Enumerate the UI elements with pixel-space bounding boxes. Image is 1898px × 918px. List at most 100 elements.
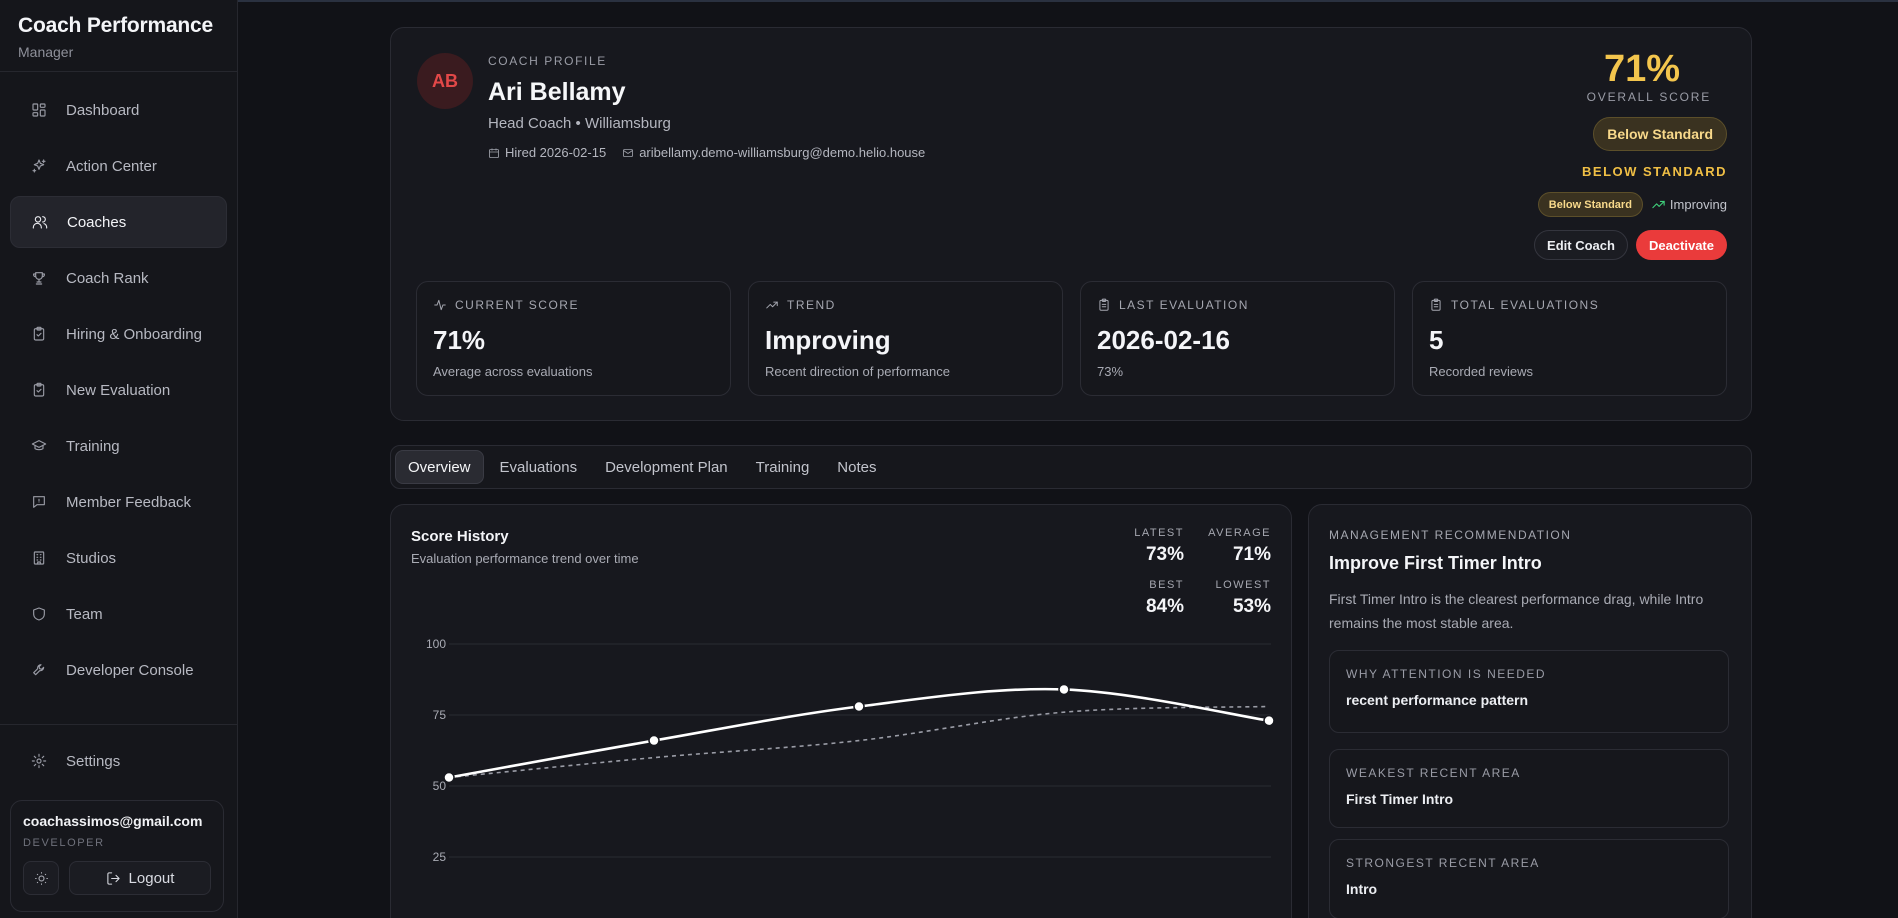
recommendation-description: First Timer Intro is the clearest perfor…: [1329, 591, 1704, 631]
tab-development-plan[interactable]: Development Plan: [605, 458, 728, 476]
y-tick-label: 50: [433, 779, 447, 793]
stat-card-last-evaluation: LAST EVALUATION 2026-02-16 73%: [1080, 281, 1395, 396]
stat-card-value: 71%: [433, 325, 486, 355]
kpi-value: 73%: [1145, 544, 1184, 565]
kpi-average: AVERAGE 71%: [1208, 527, 1271, 566]
hired-date: Hired 2026-02-15: [488, 145, 606, 160]
status-mini-badge: Below Standard: [1537, 192, 1643, 217]
sidebar-item-action-center[interactable]: Action Center: [10, 140, 227, 192]
sidebar-item-studios[interactable]: Studios: [10, 532, 227, 584]
sidebar-item-member-feedback[interactable]: Member Feedback: [10, 476, 227, 528]
kpi-best: BEST 84%: [1146, 579, 1184, 618]
logout-button[interactable]: Logout: [69, 861, 211, 895]
top-border: [238, 0, 1898, 2]
kpi-value: 53%: [1232, 596, 1271, 617]
stat-card-label: LAST EVALUATION: [1119, 298, 1249, 312]
stat-card-value: 2026-02-16: [1097, 325, 1230, 355]
grid-icon: [30, 101, 48, 119]
sidebar-item-new-evaluation[interactable]: New Evaluation: [10, 364, 227, 416]
stat-card-label: CURRENT SCORE: [455, 298, 579, 312]
profile-kicker: COACH PROFILE: [488, 54, 607, 68]
sidebar-item-label: Training: [66, 437, 120, 455]
sidebar-item-label: Coach Rank: [66, 269, 149, 287]
coach-profile-panel: AB COACH PROFILE Ari Bellamy Head Coach …: [390, 27, 1752, 421]
sidebar-item-label: Action Center: [66, 157, 157, 175]
sidebar-item-label: Studios: [66, 549, 117, 567]
score-point: [443, 771, 455, 784]
stat-card-sub: 73%: [1097, 364, 1124, 379]
average-trend-line: [448, 705, 1270, 779]
profile-tabs: Overview Evaluations Development Plan Tr…: [390, 445, 1752, 489]
stat-card-header: TREND: [765, 298, 1046, 312]
theme-toggle-button[interactable]: [23, 861, 59, 895]
status-text: BELOW STANDARD: [1582, 164, 1727, 179]
logout-icon: [106, 871, 120, 885]
kpi-value: 71%: [1232, 544, 1271, 565]
clipboard-check-icon: [30, 381, 48, 399]
stat-card-value: Improving: [765, 325, 891, 355]
overall-score-label: OVERALL SCORE: [1586, 90, 1711, 104]
stat-card-label: TREND: [787, 298, 836, 312]
stat-cards: CURRENT SCORE 71% Average across evaluat…: [416, 281, 1727, 396]
gear-icon: [30, 752, 48, 770]
sidebar-item-developer-console[interactable]: Developer Console: [10, 644, 227, 696]
status-badge: Below Standard: [1593, 117, 1727, 151]
deactivate-button[interactable]: Deactivate: [1635, 230, 1727, 260]
y-tick-label: 25: [433, 850, 447, 864]
box-value: First Timer Intro: [1346, 791, 1454, 807]
sidebar-item-coach-rank[interactable]: Coach Rank: [10, 252, 227, 304]
score-history-panel: Score History Evaluation performance tre…: [390, 504, 1292, 918]
wrench-icon: [30, 661, 48, 679]
stat-card-header: TOTAL EVALUATIONS: [1429, 298, 1710, 312]
edit-coach-button[interactable]: Edit Coach: [1534, 230, 1628, 260]
tab-evaluations[interactable]: Evaluations: [499, 458, 578, 476]
box-value: Intro: [1346, 881, 1378, 897]
brand-subtitle: Manager: [18, 44, 74, 60]
kpi-label: LOWEST: [1215, 579, 1271, 591]
kpi-label: LATEST: [1134, 527, 1184, 539]
score-point: [1058, 683, 1070, 696]
y-tick-label: 75: [433, 708, 447, 722]
brand-title: Coach Performance: [18, 14, 214, 37]
sidebar-item-settings[interactable]: Settings: [10, 735, 227, 787]
avatar: AB: [417, 53, 473, 109]
stat-card-current-score: CURRENT SCORE 71% Average across evaluat…: [416, 281, 731, 396]
stat-card-value: 5: [1429, 325, 1444, 355]
score-history-chart: 100 75 50 25: [426, 637, 1275, 864]
strongest-area-box: STRONGEST RECENT AREA Intro: [1329, 839, 1729, 918]
sidebar-item-training[interactable]: Training: [10, 420, 227, 472]
sidebar-bottom: Settings: [0, 724, 237, 791]
y-tick-label: 100: [426, 637, 446, 651]
sidebar-item-hiring-onboarding[interactable]: Hiring & Onboarding: [10, 308, 227, 360]
trend-indicator-label: Improving: [1669, 197, 1727, 212]
hired-date-text: Hired 2026-02-15: [505, 145, 607, 160]
sidebar-item-dashboard[interactable]: Dashboard: [10, 84, 227, 136]
sidebar-item-label: Settings: [66, 752, 121, 770]
trending-up-icon: [766, 301, 778, 309]
coach-role-location: Head Coach • Williamsburg: [488, 115, 671, 132]
message-icon: [30, 493, 48, 511]
tab-notes[interactable]: Notes: [837, 458, 877, 476]
coach-email-text: aribellamy.demo-williamsburg@demo.helio.…: [639, 145, 926, 160]
kpi-lowest: LOWEST 53%: [1216, 579, 1271, 618]
sidebar-item-label: Hiring & Onboarding: [66, 325, 202, 343]
score-point: [853, 700, 865, 713]
stat-card-header: LAST EVALUATION: [1097, 298, 1378, 312]
trend-indicator: Improving: [1651, 197, 1727, 212]
management-recommendation-panel: MANAGEMENT RECOMMENDATION Improve First …: [1308, 504, 1752, 918]
stat-card-sub: Recent direction of performance: [765, 364, 950, 379]
sidebar-item-coaches[interactable]: Coaches: [10, 196, 227, 248]
stat-card-total-evaluations: TOTAL EVALUATIONS 5 Recorded reviews: [1412, 281, 1727, 396]
sparkles-icon: [30, 157, 48, 175]
kpi-label: BEST: [1149, 579, 1184, 591]
trending-up-icon: [1652, 200, 1665, 209]
box-label: STRONGEST RECENT AREA: [1346, 856, 1540, 870]
tab-overview[interactable]: Overview: [395, 450, 484, 484]
stat-card-trend: TREND Improving Recent direction of perf…: [748, 281, 1063, 396]
score-point: [1263, 714, 1275, 727]
sidebar-item-label: Team: [66, 605, 103, 623]
score-point: [648, 734, 660, 747]
tab-training[interactable]: Training: [755, 458, 810, 476]
sidebar-item-team[interactable]: Team: [10, 588, 227, 640]
